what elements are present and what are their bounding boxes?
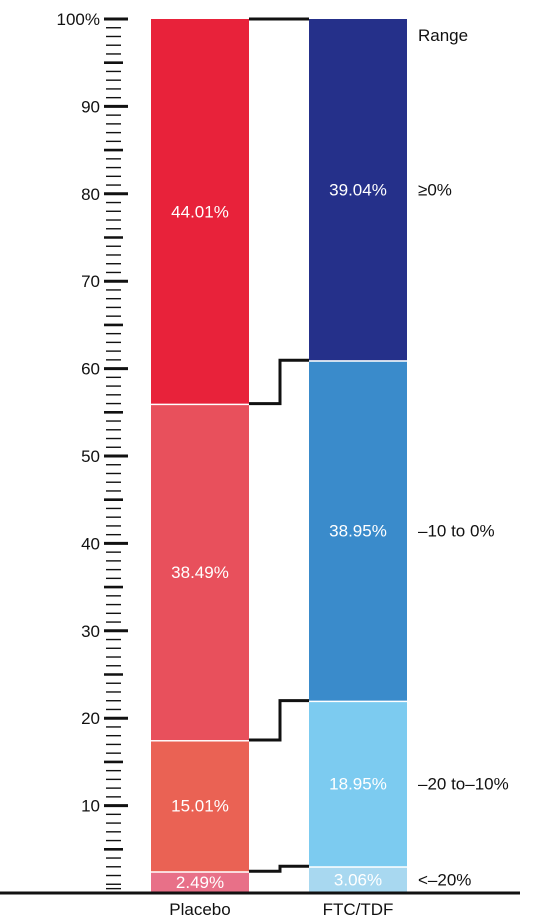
y-tick-label: 30 — [81, 622, 100, 641]
category-label: Placebo — [169, 900, 230, 919]
range-legend: Range <–20% –20 to–10% –10 to 0% ≥0% — [418, 26, 509, 890]
y-tick-label: 40 — [81, 534, 100, 553]
segment-value-label: 18.95% — [329, 774, 387, 793]
segment-value-label: 44.01% — [171, 202, 229, 221]
category-label: FTC/TDF — [323, 900, 394, 919]
range-label: –10 to 0% — [418, 521, 495, 540]
bar-segment — [151, 871, 249, 893]
connector-line — [249, 864, 309, 873]
y-tick-label: 10 — [81, 797, 100, 816]
segment-value-label: 3.06% — [334, 871, 382, 890]
connector-line — [249, 358, 309, 406]
y-tick-label: 60 — [81, 360, 100, 379]
y-axis-tick-labels: 10 20 30 40 50 60 70 80 90 100% — [57, 10, 100, 816]
bar-segments — [151, 19, 407, 893]
range-label: ≥0% — [418, 181, 452, 200]
bar-segment — [309, 866, 407, 893]
bar-segment — [309, 19, 407, 361]
segment-value-label: 39.04% — [329, 181, 387, 200]
segment-value-label: 38.95% — [329, 521, 387, 540]
y-tick-label: 90 — [81, 97, 100, 116]
category-labels: Placebo FTC/TDF — [169, 900, 393, 919]
bar-segment — [309, 700, 407, 867]
range-header: Range — [418, 26, 468, 45]
segment-connectors — [249, 17, 309, 873]
bar-segment — [151, 19, 249, 404]
y-axis-ruler — [104, 17, 128, 890]
bar-segment — [151, 403, 249, 741]
y-tick-label: 50 — [81, 447, 100, 466]
segment-value-labels: 2.49% 15.01% 38.49% 44.01% 3.06% 18.95% 38.95%… — [171, 181, 387, 893]
connector-line — [249, 699, 309, 742]
segment-value-label: 38.49% — [171, 563, 229, 582]
segment-value-label: 2.49% — [176, 873, 224, 892]
y-tick-label: 80 — [81, 185, 100, 204]
y-tick-label: 20 — [81, 709, 100, 728]
y-tick-label: 100% — [57, 10, 100, 29]
range-label: <–20% — [418, 871, 471, 890]
y-tick-label: 70 — [81, 272, 100, 291]
bar-segment — [151, 740, 249, 872]
range-label: –20 to–10% — [418, 774, 509, 793]
bar-segment — [309, 360, 407, 701]
segment-value-label: 15.01% — [171, 797, 229, 816]
